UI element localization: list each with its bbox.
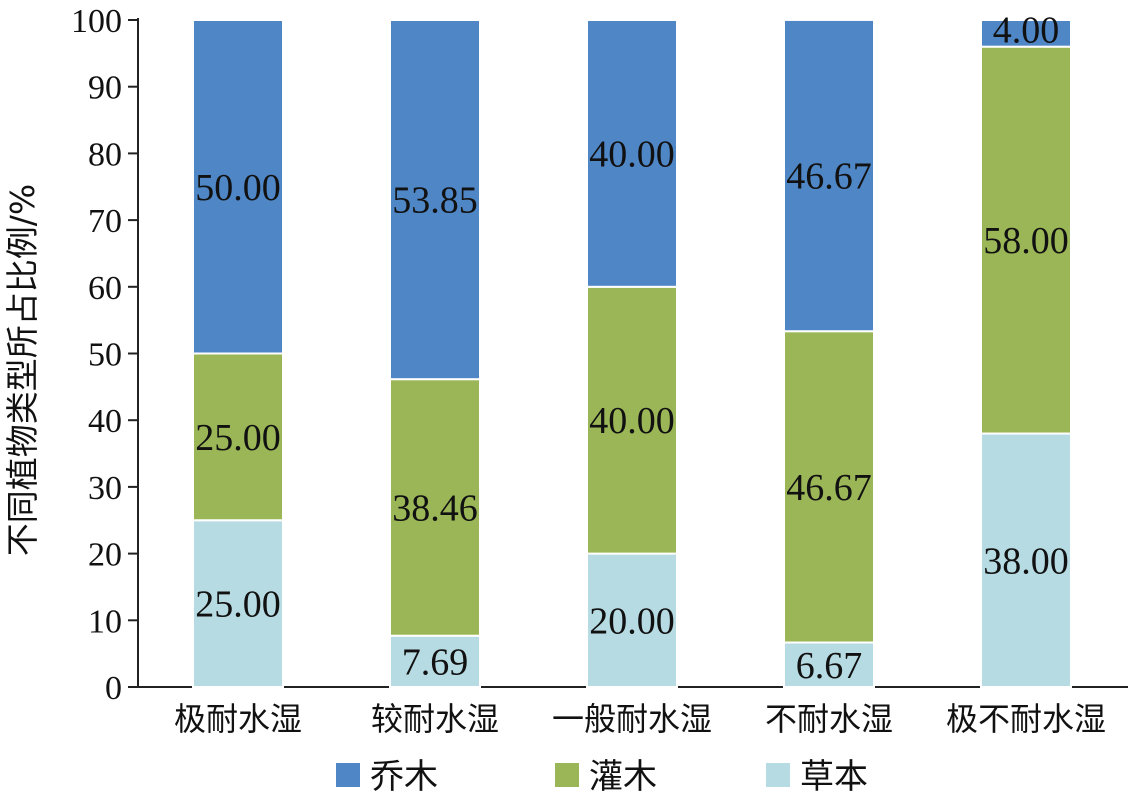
bar-segment bbox=[389, 634, 481, 689]
bar-segment bbox=[783, 641, 875, 689]
data-label: 53.85 bbox=[392, 180, 478, 222]
y-tick-label: 50 bbox=[88, 337, 122, 374]
bar-segment bbox=[783, 18, 875, 333]
data-label: 40.00 bbox=[589, 133, 675, 175]
data-label: 50.00 bbox=[195, 167, 281, 209]
bar-segment bbox=[192, 352, 284, 522]
y-tick-label: 30 bbox=[88, 470, 122, 507]
bar-segment bbox=[980, 45, 1072, 435]
bar-segment bbox=[192, 519, 284, 688]
legend-label: 草本 bbox=[800, 757, 868, 797]
y-tick-label: 80 bbox=[88, 136, 122, 173]
y-tick-label: 90 bbox=[88, 70, 122, 107]
data-label: 25.00 bbox=[195, 417, 281, 459]
data-label: 38.46 bbox=[392, 487, 478, 529]
y-tick-label: 0 bbox=[105, 670, 122, 707]
bar-segment bbox=[389, 19, 481, 381]
data-label: 40.00 bbox=[589, 400, 675, 442]
y-tick-label: 70 bbox=[88, 203, 122, 240]
data-label: 58.00 bbox=[983, 220, 1069, 262]
y-tick-label: 100 bbox=[71, 3, 122, 40]
data-label: 7.69 bbox=[402, 641, 469, 683]
y-axis-label: 不同植物类型所占比例/% bbox=[3, 184, 42, 556]
bar-segment bbox=[586, 552, 678, 688]
x-category-label: 极不耐水湿 bbox=[946, 700, 1106, 738]
legend-swatch bbox=[766, 763, 790, 787]
legend-label: 乔木 bbox=[370, 757, 438, 797]
y-tick-label: 20 bbox=[88, 537, 122, 574]
legend-swatch bbox=[336, 763, 360, 787]
data-label: 6.67 bbox=[796, 645, 863, 687]
data-label: 20.00 bbox=[589, 600, 675, 642]
legend-swatch bbox=[555, 763, 579, 787]
bar-segment bbox=[389, 378, 481, 637]
x-category-label: 极耐水湿 bbox=[174, 700, 302, 738]
bar-segment bbox=[192, 19, 284, 355]
data-label: 46.67 bbox=[786, 156, 872, 198]
data-label: 38.00 bbox=[983, 540, 1069, 582]
bar-segment bbox=[586, 285, 678, 555]
bar-segment bbox=[586, 19, 678, 288]
y-tick-label: 10 bbox=[88, 603, 122, 640]
plot-area: 0 10 20 30 40 50 60 70 80 90 100 25.00 25.00 50.00 极耐水… bbox=[71, 3, 1128, 738]
x-category-label: 一般耐水湿 bbox=[552, 700, 712, 738]
data-label: 4.00 bbox=[993, 9, 1060, 51]
data-label: 25.00 bbox=[195, 584, 281, 626]
x-category-label: 不耐水湿 bbox=[765, 700, 893, 738]
y-tick-label: 60 bbox=[88, 270, 122, 307]
bar-segment bbox=[980, 432, 1072, 689]
bar-segment bbox=[980, 19, 1072, 48]
legend: 乔木 灌木 草本 bbox=[336, 757, 868, 797]
data-label: 46.67 bbox=[786, 467, 872, 509]
legend-label: 灌木 bbox=[589, 757, 657, 797]
y-tick-label: 40 bbox=[88, 403, 122, 440]
x-category-label: 较耐水湿 bbox=[371, 700, 499, 738]
